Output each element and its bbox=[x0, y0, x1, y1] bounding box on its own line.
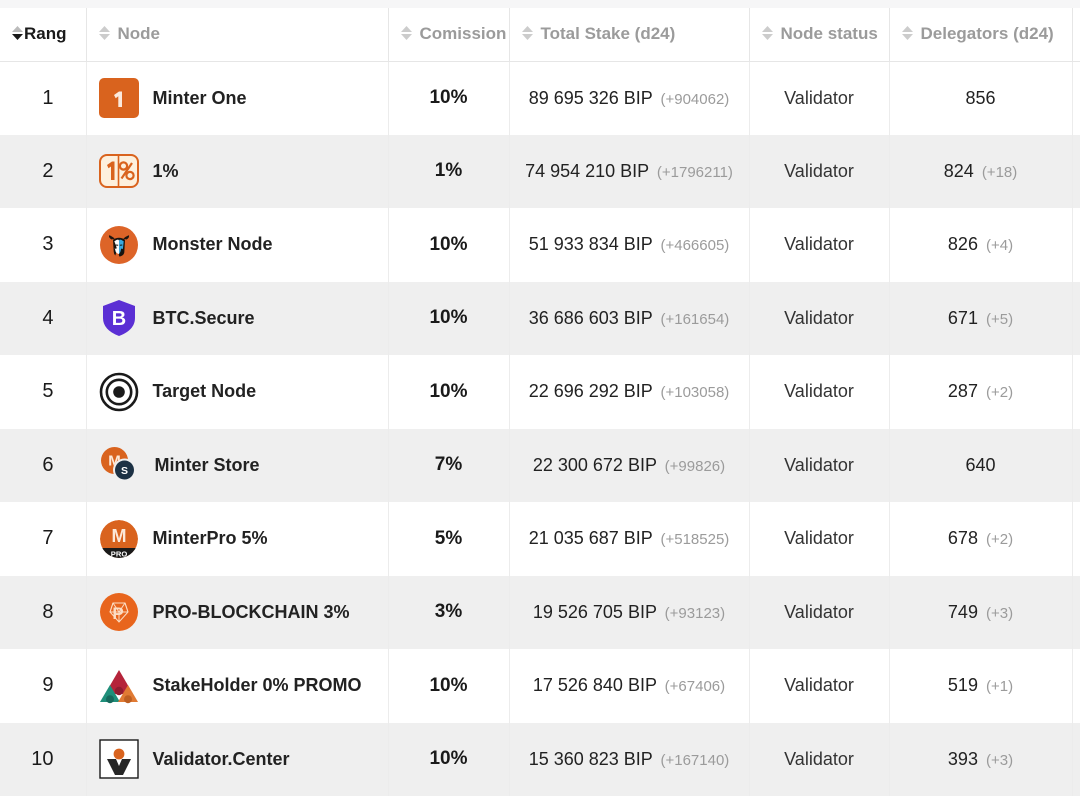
svg-text:S: S bbox=[120, 465, 127, 477]
svg-text:P: P bbox=[112, 604, 123, 623]
svg-text:PRO: PRO bbox=[110, 549, 127, 558]
svg-text:M: M bbox=[111, 526, 126, 546]
svg-text:B: B bbox=[111, 308, 125, 330]
